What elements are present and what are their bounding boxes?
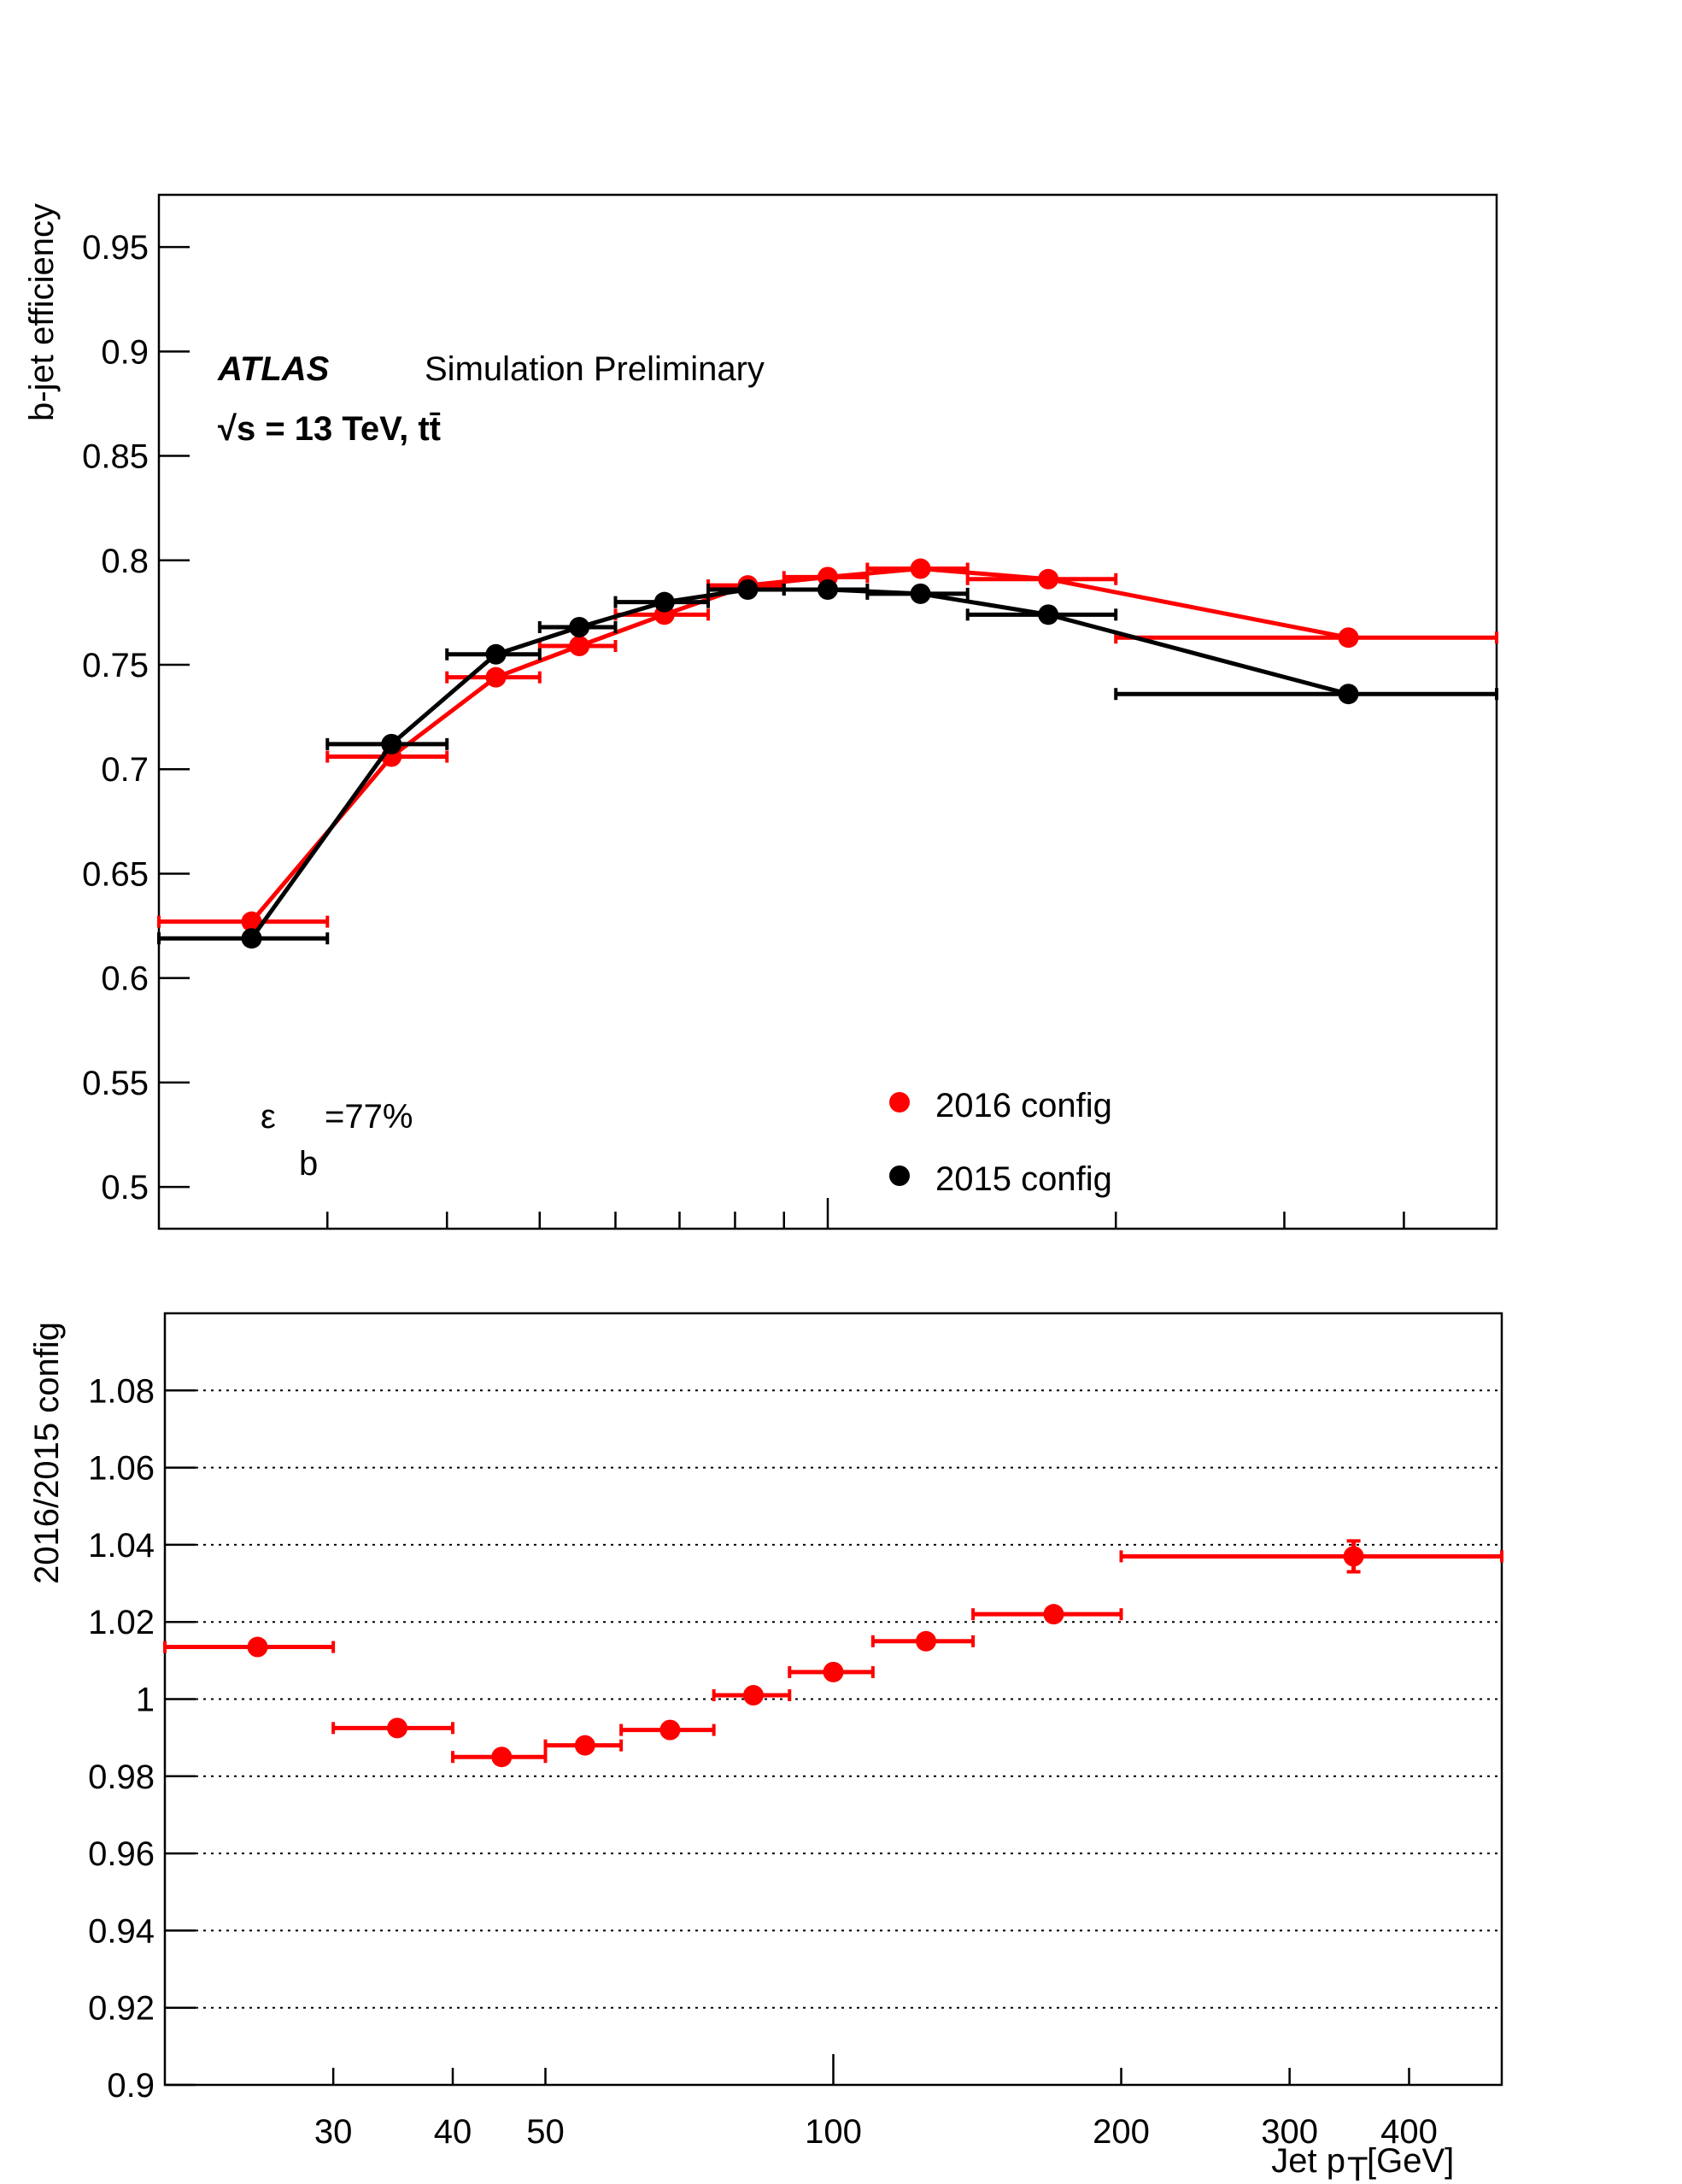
data-point [910,583,931,604]
data-point [491,1747,513,1768]
x-tick-label: 30 [314,2113,353,2151]
data-point [1038,568,1059,590]
data-point [1038,604,1059,625]
x-label-unit: [GeV] [1367,2142,1454,2180]
data-point [569,617,590,637]
y-tick-label: 0.5 [101,1169,149,1206]
x-tick-label: 100 [805,2113,862,2151]
data-point [818,579,838,600]
y-tick-label: 0.65 [82,855,149,893]
data-point [1338,684,1359,705]
data-point [659,1719,681,1741]
data-point [569,636,590,656]
data-point [485,666,507,688]
data-point [485,643,507,665]
series-line [249,587,1350,940]
data-point [1338,627,1359,649]
y-tick-label: 1.06 [88,1450,155,1488]
legend-label: 2016 config [935,1087,1112,1124]
y-tick-label: 0.9 [101,333,149,371]
data-point [737,579,759,600]
data-point [241,928,262,949]
y-tick-label: 0.75 [82,647,149,684]
data-point [1343,1546,1364,1567]
x-tick-label: 400 [1380,2113,1438,2151]
plot-frame [157,193,1498,1230]
y-tick-label: 0.92 [88,1990,155,2028]
eff-subscript: b [299,1145,318,1183]
y-tick-label: 0.85 [82,438,149,476]
y-tick-label: 1 [136,1682,155,1719]
series [163,1539,1503,1768]
y-tick-label: 0.98 [88,1758,155,1796]
legend-label: 2015 config [935,1160,1112,1198]
x-tick-label: 200 [1093,2113,1150,2151]
data-point [823,1661,844,1682]
y-tick-label: 0.96 [88,1835,155,1873]
y-tick-label: 0.94 [88,1912,155,1950]
x-label-sub: T [1347,2151,1368,2184]
data-point [574,1735,595,1756]
x-tick-label: 50 [526,2113,565,2151]
y-tick-label: 0.9 [107,2067,155,2105]
y-tick-label: 0.6 [101,960,149,998]
y-axis-label: b-jet efficiency [23,203,61,421]
eff-symbol: ε [261,1098,276,1136]
y-tick-label: 0.7 [101,751,149,789]
energy-label: √s = 13 TeV, tt̄ [218,410,441,448]
y-tick-label: 1.02 [88,1604,155,1641]
legend-marker [889,1092,910,1113]
atlas-label: ATLAS [217,350,330,388]
eff-value: =77% [325,1098,413,1136]
data-point [381,733,402,754]
y-tick-label: 0.8 [101,543,149,580]
series [157,579,1498,949]
y-tick-label: 0.55 [82,1065,149,1102]
legend-marker [889,1165,910,1186]
data-point [241,911,262,932]
data-point [742,1684,764,1706]
x-tick-label: 40 [434,2113,472,2151]
x-tick-label: 300 [1261,2113,1318,2151]
data-point [247,1636,268,1658]
data-point [1043,1604,1064,1625]
x-label-main: Jet p [1271,2142,1345,2180]
annotation: Simulation Preliminary [425,350,765,388]
data-point [653,591,675,613]
y-axis-label: 2016/2015 config [28,1322,66,1584]
data-point [915,1630,936,1652]
data-point [910,558,931,579]
y-tick-label: 1.08 [88,1372,155,1410]
y-tick-label: 0.95 [82,229,149,267]
data-point [387,1717,408,1739]
y-tick-label: 1.04 [88,1527,155,1565]
